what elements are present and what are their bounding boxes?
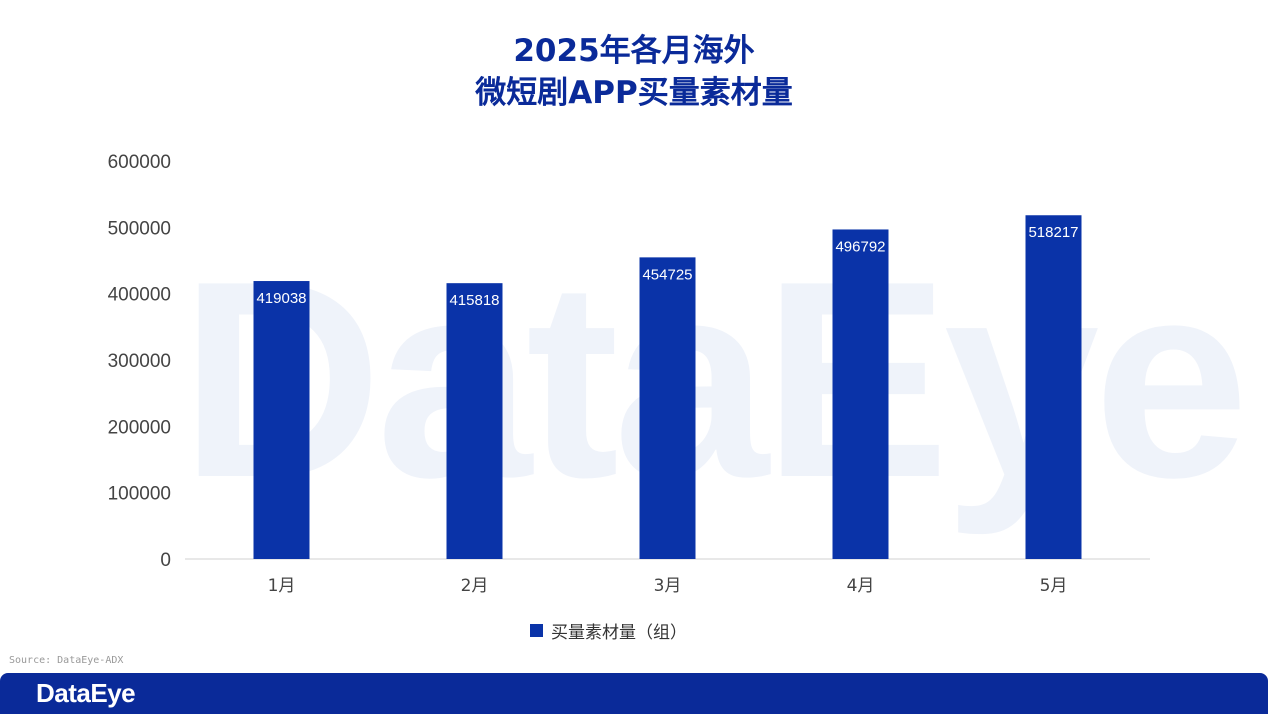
legend-label: 买量素材量（组）: [551, 622, 687, 643]
data-label: 419038: [256, 290, 306, 307]
y-tick-label: 100000: [108, 484, 171, 505]
x-tick-label: 1月: [268, 576, 296, 596]
legend-swatch: [530, 623, 543, 637]
y-tick-label: 0: [160, 550, 171, 571]
footer-logo: DataEye: [36, 678, 136, 708]
chart-title-line1: 2025年各月海外: [513, 33, 755, 69]
y-tick-label: 300000: [108, 351, 171, 372]
source-note: Source: DataEye-ADX: [9, 655, 124, 666]
legend: 买量素材量（组）: [530, 618, 687, 643]
y-tick-label: 500000: [108, 218, 171, 239]
chart-title: 2025年各月海外 微短剧APP买量素材量: [0, 30, 1268, 114]
data-label: 415818: [449, 292, 499, 309]
x-tick-label: 3月: [654, 576, 682, 596]
data-label: 518217: [1028, 224, 1078, 241]
y-tick-label: 600000: [108, 152, 171, 173]
footer-bar: DataEye: [0, 673, 1268, 714]
bar: [253, 281, 310, 559]
y-tick-label: 200000: [108, 417, 171, 438]
bar: [639, 257, 696, 559]
y-tick-label: 400000: [108, 285, 171, 306]
data-label: 496792: [835, 238, 885, 255]
bar: [1025, 215, 1082, 559]
x-tick-label: 2月: [461, 576, 489, 596]
x-tick-label: 5月: [1040, 576, 1068, 596]
bar: [832, 229, 889, 559]
x-tick-label: 4月: [847, 576, 875, 596]
chart-title-line2: 微短剧APP买量素材量: [475, 75, 793, 111]
bar: [446, 283, 503, 559]
data-label: 454725: [642, 266, 692, 283]
